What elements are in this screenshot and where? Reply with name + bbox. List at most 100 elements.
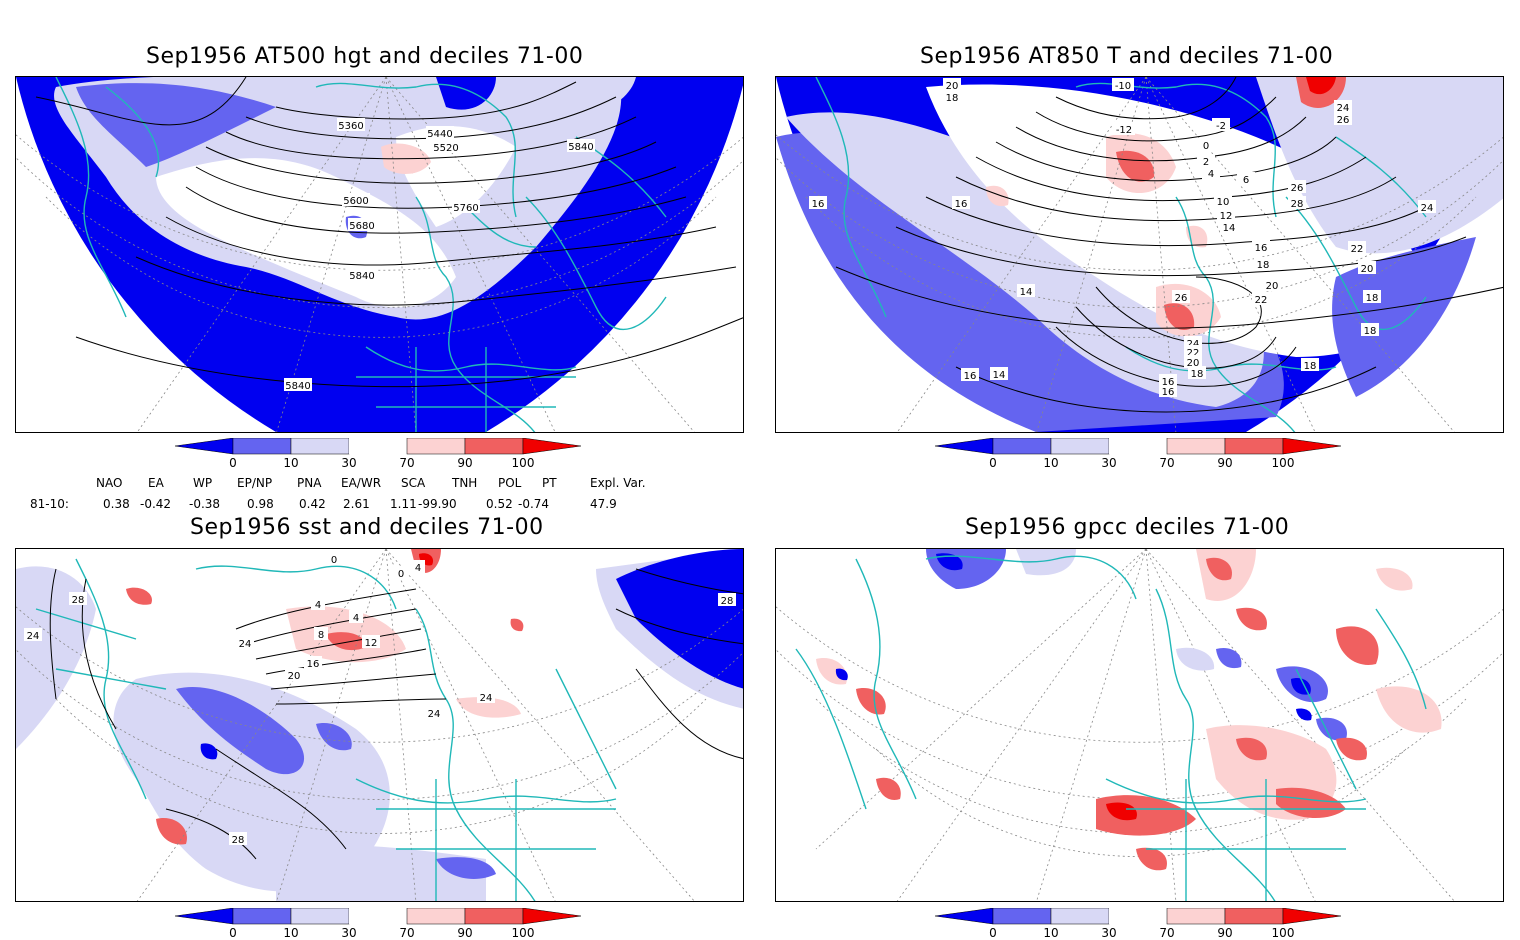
- colorbar-tick: 10: [283, 456, 298, 470]
- contour-label: 18: [1364, 326, 1377, 337]
- decile-patch-darkred-top: [1306, 77, 1336, 95]
- contour-labels: 5360 5440 5520 5840 5600 5760 5680 5840 …: [284, 118, 595, 392]
- contour-label: 22: [1351, 244, 1364, 255]
- contour-label: 14: [1223, 223, 1236, 234]
- index-value: -0.74: [518, 497, 550, 511]
- index-header: SCA: [401, 476, 426, 490]
- contour-label: 14: [1020, 287, 1033, 298]
- index-value: -0.38: [189, 497, 221, 511]
- contour-label: 16: [955, 199, 968, 210]
- contour-label: 26: [1175, 293, 1188, 304]
- contour-label: 22: [1187, 348, 1200, 359]
- contour-labels: 20 18 -10 24 26 -12 -2 0 2 4 6 16 16 26 …: [809, 78, 1436, 398]
- colorbar-sst: 0 10 30 70 90 100: [175, 908, 595, 940]
- contour-label: 20: [946, 81, 959, 92]
- contour-label: 4: [415, 563, 421, 574]
- colorbar-tick: 70: [1159, 456, 1174, 470]
- contour-label: 28: [1291, 199, 1304, 210]
- decile-patch-light-right: [1256, 77, 1503, 254]
- contour-label: 28: [72, 595, 85, 606]
- contour-label: -2: [1216, 121, 1226, 132]
- contour-label: 28: [721, 596, 734, 607]
- index-value: 0.42: [299, 497, 326, 511]
- decile-patch-white: [156, 158, 456, 308]
- index-header: PNA: [297, 476, 322, 490]
- index-header: WP: [193, 476, 213, 490]
- contour-label: 16: [812, 199, 825, 210]
- decile-patch-light-left: [16, 566, 96, 749]
- index-value: 1.11: [390, 497, 417, 511]
- contour-label: 4: [315, 600, 321, 611]
- contour-label: 8: [318, 630, 324, 641]
- map-panel-sst: 28 24 28 0 4 4 8 12 16 20 24 24 24 28 0 …: [15, 548, 744, 902]
- index-header: Expl. Var.: [590, 476, 646, 490]
- contour-label: 24: [480, 693, 493, 704]
- index-value: 0.38: [103, 497, 130, 511]
- decile-patch-lightred-4: [986, 185, 1009, 207]
- contour-label: 24: [428, 709, 441, 720]
- contour-label: 24: [1337, 103, 1350, 114]
- colorbar-t850: 0 10 30 70 90 100: [935, 438, 1355, 472]
- colorbar-tick: 0: [229, 456, 237, 470]
- graticule: [16, 549, 743, 901]
- index-header: TNH: [452, 476, 478, 490]
- colorbar-tick: 90: [457, 456, 472, 470]
- contour-label: 16: [1162, 387, 1175, 398]
- map-panel-gpcc: [775, 548, 1504, 902]
- panel-title-sst: Sep1956 sst and deciles 71-00: [190, 515, 544, 540]
- colorbar-tick: 30: [1101, 456, 1116, 470]
- colorbar-tick: 30: [1101, 926, 1116, 940]
- contour-label: 5680: [349, 221, 374, 232]
- contour-label: 5840: [568, 142, 593, 153]
- contour-label: 24: [27, 631, 40, 642]
- colorbar-tick: 30: [341, 456, 356, 470]
- contour-label: 0: [331, 555, 337, 566]
- contours: [835, 77, 1503, 413]
- index-header: NAO: [96, 476, 123, 490]
- index-value: -99.90: [418, 497, 457, 511]
- colorbar-tick: 10: [283, 926, 298, 940]
- contour-label: 5840: [285, 381, 310, 392]
- contour-label: 0: [1203, 141, 1209, 152]
- colorbar-tick: 10: [1043, 926, 1058, 940]
- contour-label: 26: [1291, 183, 1304, 194]
- colorbar-tick: 90: [1217, 926, 1232, 940]
- colorbar-hgt: 0 10 30 70 90 100: [175, 438, 595, 472]
- decile-patch-red-bottomleft: [156, 818, 187, 845]
- contour-label: 24: [1421, 203, 1434, 214]
- contour-label: 16: [964, 371, 977, 382]
- map-panel-hgt: 5360 5440 5520 5840 5600 5760 5680 5840 …: [15, 76, 744, 433]
- contour-label: 5360: [338, 121, 363, 132]
- panel-title-t850: Sep1956 AT850 T and deciles 71-00: [920, 44, 1334, 69]
- contour-label: -10: [1115, 81, 1131, 92]
- map-hgt: 5360 5440 5520 5840 5600 5760 5680 5840 …: [16, 77, 743, 432]
- contour-label: 24: [239, 639, 252, 650]
- colorbar-tick: 10: [1043, 456, 1058, 470]
- contour-label: 16: [1162, 377, 1175, 388]
- contour-label: 5600: [343, 196, 368, 207]
- decile-patch-dark-1: [200, 743, 218, 760]
- colorbar-tick: 70: [1159, 926, 1174, 940]
- colorbar-tick: 0: [229, 926, 237, 940]
- decile-patch-light: [786, 112, 1264, 408]
- contour-label: 4: [353, 613, 359, 624]
- decile-patch-mid-bottom: [436, 857, 496, 879]
- contour-label: 20: [288, 671, 301, 682]
- contour-label: 5440: [427, 129, 452, 140]
- index-value: 47.9: [590, 497, 617, 511]
- colorbar-tick: 70: [399, 926, 414, 940]
- index-value: 0.98: [247, 497, 274, 511]
- contour-label: 5760: [453, 203, 478, 214]
- contour-label: -12: [1116, 125, 1132, 136]
- colorbar-tick: 0: [989, 926, 997, 940]
- precip-patches: [816, 549, 1442, 871]
- contour-label: 12: [1220, 211, 1233, 222]
- contour-label: 24: [1187, 339, 1200, 350]
- decile-patch-lightred-2: [456, 697, 521, 718]
- contour-label: 16: [307, 659, 320, 670]
- contour-label: 18: [946, 93, 959, 104]
- index-value: -0.42: [140, 497, 172, 511]
- graticule: [16, 77, 743, 432]
- colorbar-tick: 0: [989, 456, 997, 470]
- contour-label: 26: [1337, 115, 1350, 126]
